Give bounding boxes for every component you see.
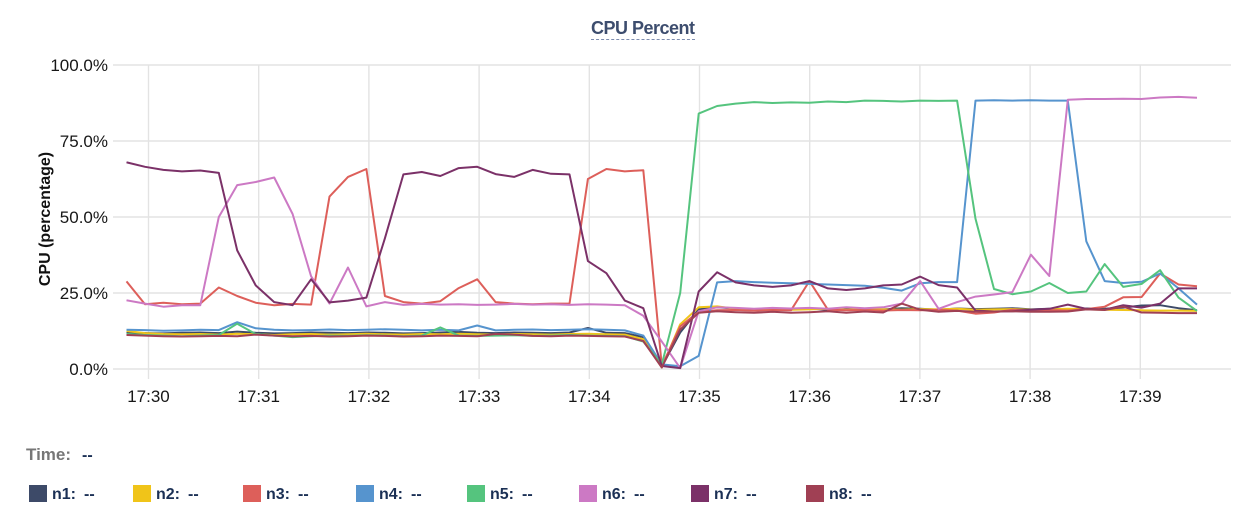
svg-text:100.0%: 100.0%: [50, 56, 108, 75]
svg-text:17:34: 17:34: [568, 387, 611, 406]
svg-text:75.0%: 75.0%: [60, 132, 108, 151]
svg-text:17:33: 17:33: [458, 387, 501, 406]
svg-text:17:35: 17:35: [678, 387, 721, 406]
svg-text:17:30: 17:30: [127, 387, 170, 406]
svg-text:17:31: 17:31: [237, 387, 280, 406]
svg-text:17:36: 17:36: [788, 387, 831, 406]
svg-text:17:38: 17:38: [1009, 387, 1052, 406]
svg-text:17:32: 17:32: [348, 387, 391, 406]
svg-text:17:39: 17:39: [1119, 387, 1162, 406]
svg-text:25.0%: 25.0%: [60, 284, 108, 303]
svg-text:50.0%: 50.0%: [60, 208, 108, 227]
svg-text:0.0%: 0.0%: [69, 360, 108, 379]
svg-text:17:37: 17:37: [899, 387, 942, 406]
